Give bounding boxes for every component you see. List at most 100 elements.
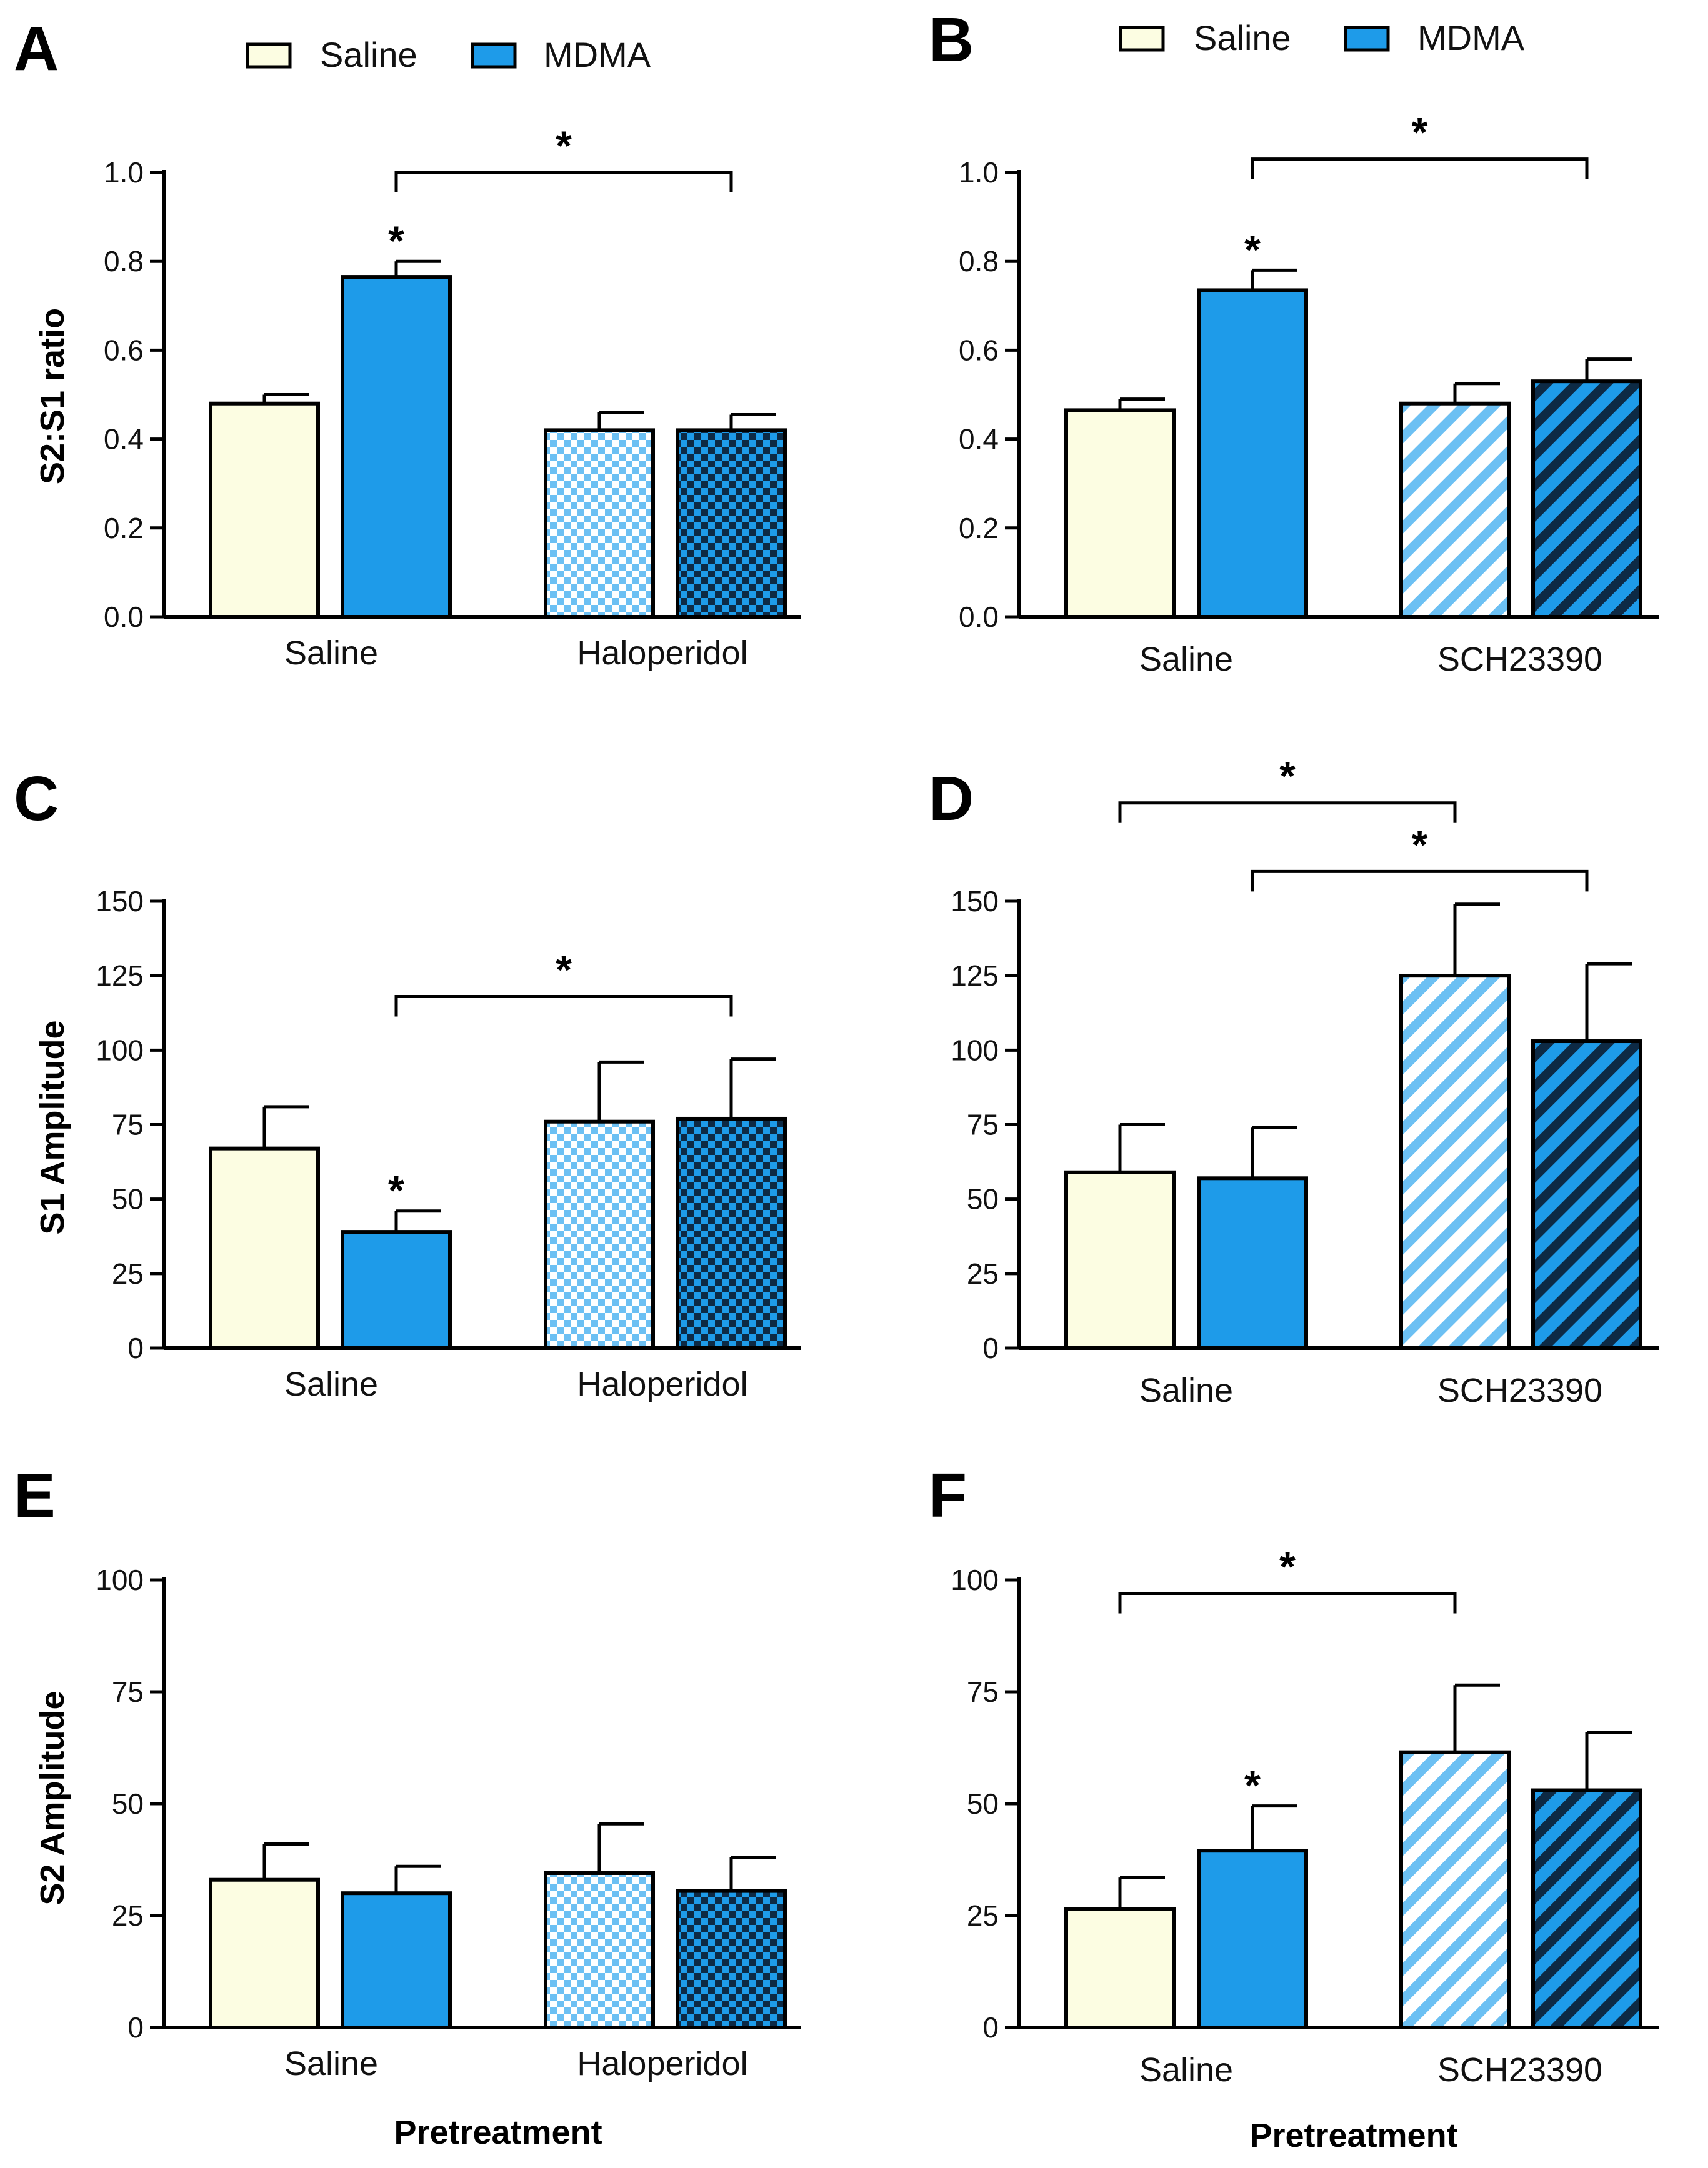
y-tick-label: 100 <box>951 1034 999 1066</box>
y-tick-label: 75 <box>112 1109 144 1141</box>
bar <box>544 1119 655 1350</box>
y-tick-label: 0.2 <box>104 512 144 544</box>
bar <box>209 401 320 619</box>
bar <box>341 275 452 619</box>
panel-label: B <box>929 5 974 75</box>
x-category-label: SCH23390 <box>1437 641 1602 678</box>
y-tick-label: 0 <box>127 1332 144 1364</box>
y-tick-label: 0 <box>127 2011 144 2044</box>
significance-bracket <box>1251 869 1589 892</box>
bar <box>676 1116 787 1350</box>
y-tick-label: 0.4 <box>104 423 144 456</box>
x-axis-title: Pretreatment <box>394 2114 602 2151</box>
bar <box>1531 1039 1642 1350</box>
y-tick-label: 125 <box>96 959 144 992</box>
y-tick-label: 1.0 <box>959 156 999 189</box>
significance-star: * <box>1244 226 1261 272</box>
y-tick-label: 0.6 <box>104 334 144 366</box>
y-axis-title: S2:S1 ratio <box>34 308 71 484</box>
significance-bracket <box>394 995 733 1017</box>
bar <box>1399 401 1511 619</box>
legend-saline-label: Saline <box>320 35 417 74</box>
y-tick-label: 0.6 <box>959 334 999 366</box>
bar <box>544 1871 655 2029</box>
significance-bracket <box>1118 1591 1457 1614</box>
bar <box>1197 288 1308 619</box>
legend-mdma-swatch <box>1344 26 1390 52</box>
panel-c: C S1 Amplitude * 0 25 50 75 100 125 150 Saline Ha… <box>14 764 801 1403</box>
significance-bracket <box>1118 801 1457 823</box>
y-tick-label: 0.0 <box>959 601 999 633</box>
y-tick-label: 25 <box>112 1257 144 1290</box>
significance-star: * <box>1412 109 1428 156</box>
panel-f: F Pretreatment * 0 25 50 75 100 Saline SCH23390… <box>929 1461 1659 2154</box>
y-tick-label: 75 <box>112 1676 144 1708</box>
y-tick-label: 0.0 <box>104 601 144 633</box>
significance-star: * <box>1412 821 1428 867</box>
bar <box>341 1230 452 1350</box>
bar <box>676 428 787 619</box>
y-tick-label: 50 <box>112 1183 144 1216</box>
x-category-label: SCH23390 <box>1437 2051 1602 2089</box>
y-tick-label: 50 <box>967 1183 999 1216</box>
bar <box>1399 974 1511 1350</box>
legend-saline-swatch <box>246 42 292 69</box>
bar <box>1531 1788 1642 2030</box>
significance-star: * <box>556 947 572 993</box>
x-category-label: Saline <box>1139 2051 1233 2089</box>
legend-left: Saline MDMA <box>246 35 651 74</box>
panel-e: E S2 Amplitude Pretreatment 0 25 50 75 100 Sa… <box>14 1461 801 2151</box>
bar <box>1064 1170 1176 1351</box>
x-category-label: Saline <box>1139 641 1233 678</box>
y-tick-label: 25 <box>112 1899 144 1932</box>
significance-star: * <box>1244 1762 1261 1809</box>
y-tick-label: 75 <box>967 1676 999 1708</box>
y-tick-label: 150 <box>951 885 999 917</box>
bar <box>341 1891 452 2029</box>
panel-a: A S2:S1 ratio * 0.0 0.2 0.4 0.6 0.8 1.0 Saline H… <box>14 14 801 672</box>
y-tick-label: 1.0 <box>104 156 144 189</box>
y-tick-label: 0.4 <box>959 423 999 456</box>
significance-star: * <box>556 122 572 169</box>
bar <box>1197 1849 1308 2029</box>
bar <box>1197 1176 1308 1351</box>
legend-saline-swatch <box>1119 26 1165 52</box>
x-category-label: Saline <box>284 634 378 672</box>
x-category-label: Saline <box>1139 1372 1233 1409</box>
x-category-label: Haloperidol <box>577 634 747 672</box>
y-tick-label: 150 <box>96 885 144 917</box>
legend-saline-label: Saline <box>1194 18 1291 57</box>
x-category-label: Haloperidol <box>577 2045 747 2082</box>
panel-d: D 0 25 50 75 100 125 150 Saline SCH23390 * * <box>929 753 1659 1409</box>
y-tick-label: 100 <box>96 1034 144 1066</box>
bar <box>676 1889 787 2030</box>
panel-label: C <box>14 764 59 834</box>
y-tick-label: 0.8 <box>104 245 144 277</box>
significance-star: * <box>388 217 404 264</box>
legend-right: Saline MDMA <box>1119 18 1525 57</box>
y-tick-label: 50 <box>112 1787 144 1820</box>
y-axis-title: S1 Amplitude <box>34 1020 71 1234</box>
bar <box>544 428 655 619</box>
x-category-label: Saline <box>284 2045 378 2082</box>
y-tick-label: 25 <box>967 1899 999 1932</box>
bar <box>1399 1750 1511 2029</box>
bar <box>1064 408 1176 619</box>
bar <box>1064 1907 1176 2030</box>
significance-star: * <box>1279 753 1296 799</box>
bar <box>1531 379 1642 619</box>
y-tick-label: 100 <box>96 1564 144 1596</box>
bar <box>209 1877 320 2029</box>
y-tick-label: 75 <box>967 1109 999 1141</box>
bar <box>209 1146 320 1350</box>
y-tick-label: 125 <box>951 959 999 992</box>
legend-mdma-label: MDMA <box>544 35 651 74</box>
significance-star: * <box>1279 1543 1296 1589</box>
panel-b: B * 0.0 0.2 0.4 0.6 0.8 1.0 Saline SCH23390 * <box>929 5 1659 678</box>
y-tick-label: 0 <box>982 2011 999 2044</box>
y-tick-label: 0.2 <box>959 512 999 544</box>
y-axis-title: S2 Amplitude <box>34 1691 71 1905</box>
significance-star: * <box>388 1167 404 1214</box>
y-tick-label: 100 <box>951 1564 999 1596</box>
